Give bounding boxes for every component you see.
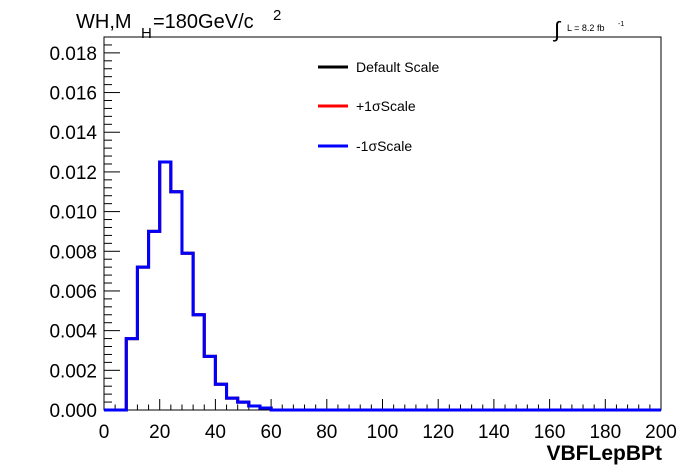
chart-title-main: WH,M — [76, 11, 132, 33]
y-tick-label: 0.012 — [49, 163, 97, 184]
x-axis-label: VBFLepBPt — [547, 442, 663, 465]
legend: Default Scale +1σScale -1σScale — [318, 59, 439, 154]
x-tick-label: 80 — [316, 422, 337, 443]
plot-frame — [103, 36, 662, 411]
chart-title-superscript: 2 — [273, 7, 281, 24]
y-tick-label: 0.016 — [49, 84, 97, 105]
chart-title-value: =180GeV/c — [153, 11, 254, 33]
series-line-1 — [104, 160, 661, 412]
y-axis-ticks: 0.000 0.002 0.004 0.006 0.008 0.010 0.012 0.014… — [49, 36, 120, 422]
lumi-superscript: -1 — [618, 21, 624, 28]
x-tick-label: 100 — [367, 422, 399, 443]
series-line-2 — [104, 160, 661, 412]
legend-label-minus1sigma: -1σScale — [356, 138, 412, 154]
x-tick-label: 200 — [645, 422, 677, 443]
y-tick-label: 0.010 — [49, 203, 97, 224]
x-tick-label: 0 — [99, 422, 110, 443]
y-tick-label: 0.002 — [49, 361, 97, 382]
x-tick-label: 40 — [205, 422, 226, 443]
x-tick-label: 20 — [149, 422, 170, 443]
lumi-integral-sign: ∫ — [552, 17, 562, 42]
y-tick-label: 0.000 — [49, 401, 97, 422]
x-axis-ticks: 0 20 40 60 80 100 120 140 160 180 200 — [99, 399, 677, 443]
y-tick-label: 0.014 — [49, 123, 97, 144]
y-tick-label: 0.004 — [49, 322, 97, 343]
series-line-0 — [104, 160, 661, 412]
chart-title-subscript: H — [141, 25, 152, 42]
x-tick-label: 140 — [478, 422, 510, 443]
x-tick-label: 180 — [589, 422, 621, 443]
lumi-label: L = 8.2 fb — [567, 23, 604, 33]
x-tick-label: 60 — [261, 422, 282, 443]
legend-label-plus1sigma: +1σScale — [356, 98, 416, 114]
x-tick-label: 120 — [422, 422, 454, 443]
legend-label-default: Default Scale — [356, 59, 439, 75]
y-tick-label: 0.008 — [49, 242, 97, 263]
y-tick-label: 0.018 — [49, 44, 97, 65]
y-tick-label: 0.006 — [49, 282, 97, 303]
x-tick-label: 160 — [534, 422, 566, 443]
series-group — [104, 160, 661, 412]
